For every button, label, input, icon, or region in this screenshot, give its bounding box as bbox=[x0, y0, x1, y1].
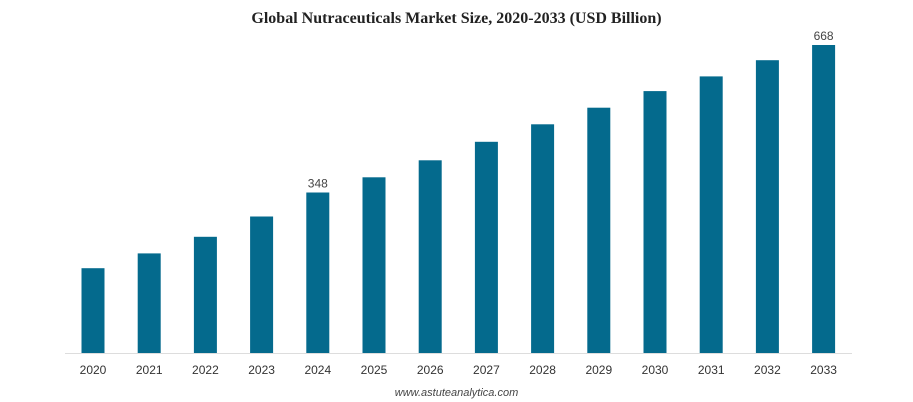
bar-2025 bbox=[362, 177, 386, 353]
x-tick-label-2027: 2027 bbox=[473, 363, 500, 377]
bar-2024 bbox=[306, 192, 330, 353]
bar-2030 bbox=[643, 91, 667, 353]
bar-2021 bbox=[137, 253, 161, 353]
x-tick-label-2029: 2029 bbox=[585, 363, 612, 377]
bar-2022 bbox=[193, 236, 217, 353]
data-labels: 348 668 bbox=[308, 29, 834, 191]
bar-2033 bbox=[812, 45, 836, 353]
data-label-2033: 668 bbox=[814, 29, 834, 43]
chart-title: Global Nutraceuticals Market Size, 2020-… bbox=[251, 10, 662, 27]
bar-2031 bbox=[699, 76, 723, 354]
x-tick-label-2028: 2028 bbox=[529, 363, 556, 377]
x-tick-label-2023: 2023 bbox=[248, 363, 275, 377]
x-tick-label-2033: 2033 bbox=[810, 363, 837, 377]
x-tick-label-2032: 2032 bbox=[754, 363, 781, 377]
bar-2027 bbox=[474, 141, 498, 353]
bars-group bbox=[81, 45, 836, 354]
x-tick-label-2021: 2021 bbox=[136, 363, 163, 377]
x-tick-labels: 2020 2021 2022 2023 2024 2025 2026 2027 2028 2029… bbox=[80, 363, 838, 377]
bar-2026 bbox=[418, 160, 442, 353]
x-tick-label-2022: 2022 bbox=[192, 363, 219, 377]
x-tick-label-2031: 2031 bbox=[698, 363, 725, 377]
data-label-2024: 348 bbox=[308, 177, 328, 191]
bar-2028 bbox=[531, 124, 555, 353]
source-credit: www.astuteanalytica.com bbox=[394, 387, 519, 399]
x-tick-label-2025: 2025 bbox=[361, 363, 388, 377]
x-tick-label-2020: 2020 bbox=[80, 363, 107, 377]
x-tick-label-2030: 2030 bbox=[642, 363, 669, 377]
bar-2020 bbox=[81, 268, 105, 353]
x-tick-label-2024: 2024 bbox=[304, 363, 331, 377]
bar-2032 bbox=[755, 60, 779, 353]
x-tick-label-2026: 2026 bbox=[417, 363, 444, 377]
bar-2029 bbox=[587, 107, 611, 353]
bar-2023 bbox=[250, 216, 274, 353]
